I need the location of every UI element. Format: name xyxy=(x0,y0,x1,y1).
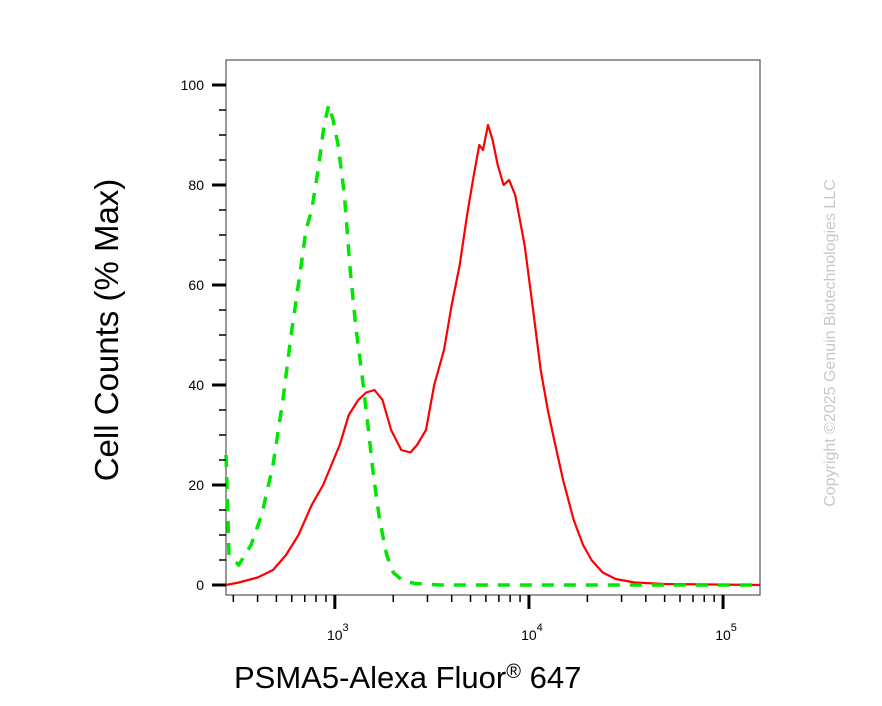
axis-layer: 0 20 40 60 80 100 103 104 105 xyxy=(181,77,737,643)
y-axis-title: Cell Counts (% Max) xyxy=(88,179,125,482)
series-layer xyxy=(224,103,761,587)
x-axis-title: PSMA5-Alexa Fluor® 647 xyxy=(234,660,581,695)
series-line-1 xyxy=(225,123,761,587)
x-axis-title-tail: 647 xyxy=(521,660,581,695)
plot-frame xyxy=(225,59,761,596)
y-tick-label: 60 xyxy=(188,277,204,293)
y-tick-label: 20 xyxy=(188,477,204,493)
x-axis-title-sup: ® xyxy=(506,661,521,683)
y-tick-label: 80 xyxy=(188,177,204,193)
x-tick-label: 104 xyxy=(521,622,543,643)
x-tick-label: 105 xyxy=(715,622,737,643)
y-tick-label: 0 xyxy=(196,577,204,593)
plot-area: 0 20 40 60 80 100 103 104 105 xyxy=(181,59,761,643)
x-tick-label: 103 xyxy=(327,622,349,643)
y-tick-label: 100 xyxy=(181,77,205,93)
x-axis-title-main: PSMA5-Alexa Fluor xyxy=(234,660,506,695)
y-tick-label: 40 xyxy=(188,377,204,393)
copyright-watermark: Copyright ©2025 Genuin Biotechnologies L… xyxy=(822,179,839,507)
series-line-2 xyxy=(224,103,760,587)
